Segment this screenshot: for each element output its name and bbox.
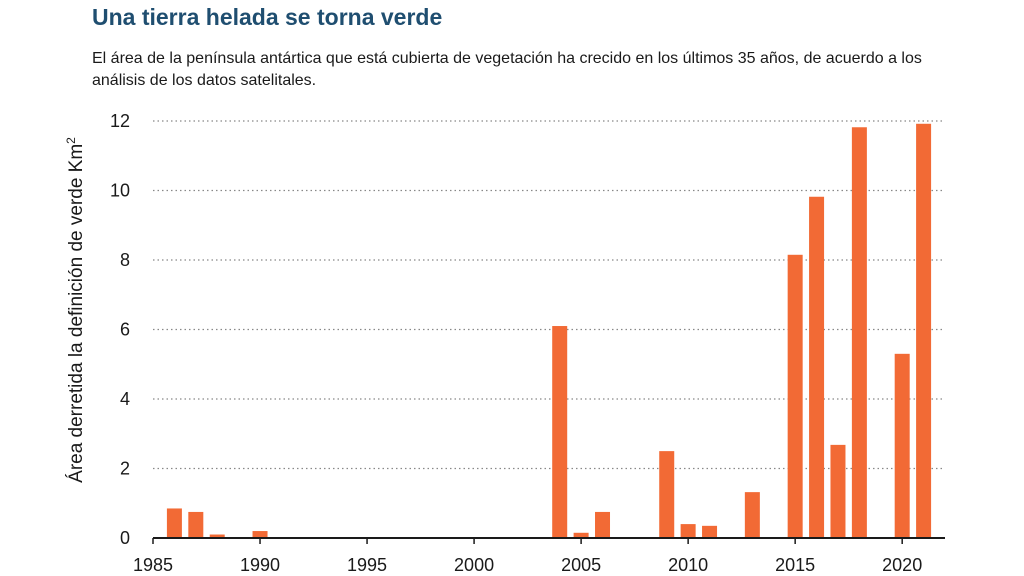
bar-1988 (209, 534, 225, 538)
bar-2020 (894, 353, 910, 538)
y-tick-label: 6 (120, 320, 130, 340)
x-tick-label: 2005 (561, 555, 601, 575)
y-tick-label: 2 (120, 459, 130, 479)
x-tick-label: 2015 (775, 555, 815, 575)
bar-1986 (166, 508, 182, 538)
bar-2010 (680, 524, 696, 538)
chart-subtitle: El área de la península antártica que es… (92, 50, 922, 89)
bar-2005 (573, 532, 589, 538)
bar-2011 (702, 525, 718, 538)
x-tick-label: 1990 (240, 555, 280, 575)
bar-2016 (809, 196, 825, 538)
bar-1987 (188, 511, 204, 538)
x-tick-label: 2000 (454, 555, 494, 575)
bar-2006 (595, 511, 611, 538)
bar-2013 (744, 492, 760, 538)
y-tick-label: 4 (120, 389, 130, 409)
y-tick-label: 8 (120, 250, 130, 270)
x-tick-label: 2020 (882, 555, 922, 575)
y-tick-label: 12 (110, 111, 130, 131)
x-tick-label: 1985 (133, 555, 173, 575)
bar-2021 (916, 123, 932, 538)
bar-2018 (851, 127, 867, 538)
y-tick-label: 10 (110, 181, 130, 201)
bar-2015 (787, 254, 803, 538)
x-tick-label: 1995 (347, 555, 387, 575)
chart-title: Una tierra helada se torna verde (92, 4, 443, 30)
bar-1990 (252, 531, 268, 538)
y-tick-label: 0 (120, 528, 130, 548)
x-tick-label: 2010 (668, 555, 708, 575)
bar-2004 (552, 326, 568, 538)
bar-2009 (659, 451, 675, 538)
bar-2017 (830, 444, 846, 538)
